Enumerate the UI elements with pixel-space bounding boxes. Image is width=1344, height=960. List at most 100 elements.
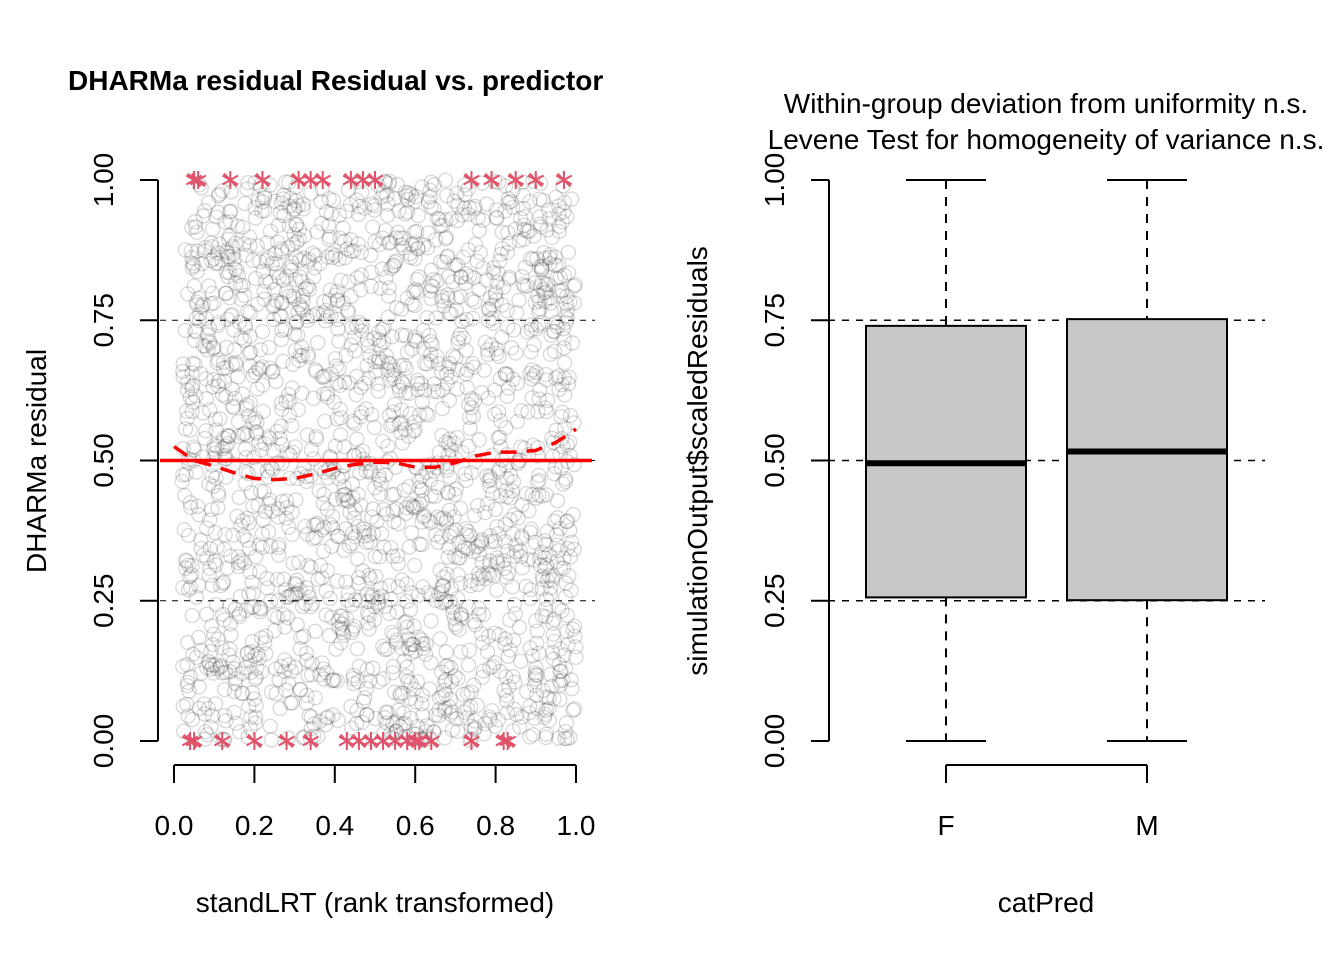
scatter-point: [398, 188, 414, 204]
scatter-point: [484, 297, 501, 313]
scatter-point: [241, 540, 258, 556]
scatter-point: [425, 278, 441, 295]
scatter-point: [335, 627, 352, 644]
scatter-point: [346, 618, 362, 634]
scatter-point: [218, 713, 234, 729]
scatter-point: [461, 268, 478, 284]
scatter-point: [291, 231, 307, 247]
scatter-point: [325, 192, 342, 209]
scatter-point: [303, 666, 320, 683]
scatter-point: [352, 465, 368, 481]
y-tick-label: 0.00: [759, 714, 790, 769]
scatter-point: [386, 257, 402, 273]
scatter-point: [361, 607, 378, 623]
scatter-point: [200, 700, 216, 717]
scatter-point: [523, 371, 540, 387]
scatter-point: [414, 536, 430, 553]
scatter-point: [325, 707, 341, 723]
scatter-point: [534, 488, 550, 504]
scatter-point: [449, 381, 465, 397]
scatter-point: [545, 651, 562, 667]
scatter-point: [308, 517, 325, 533]
scatter-point: [438, 231, 454, 247]
scatter-point: [547, 257, 564, 273]
scatter-point: [181, 683, 197, 699]
scatter-point: [292, 269, 308, 285]
scatter-point: [445, 599, 461, 615]
scatter-point: [336, 374, 353, 390]
scatter-point: [522, 640, 538, 656]
scatter-point: [388, 634, 405, 651]
scatter-point: [335, 295, 352, 311]
scatter-point: [310, 334, 326, 351]
scatter-point: [201, 567, 217, 583]
scatter-point: [277, 619, 293, 635]
scatter-point: [266, 281, 283, 298]
scatter-point: [466, 507, 483, 524]
scatter-point: [407, 193, 423, 209]
scatter-point: [222, 203, 238, 220]
smooth-curve: [172, 427, 577, 482]
scatter-point: [447, 522, 464, 538]
outlier-marker-stroke: [279, 733, 294, 749]
scatter-point: [291, 352, 307, 369]
scatter-point: [524, 486, 541, 503]
scatter-point: [529, 474, 546, 490]
scatter-point: [209, 355, 226, 371]
scatter-point: [205, 379, 221, 395]
scatter-point: [263, 684, 280, 700]
scatter-point: [368, 568, 384, 585]
scatter-point: [511, 232, 527, 249]
scatter-point: [288, 179, 304, 195]
scatter-point: [212, 411, 228, 427]
scatter-point: [184, 558, 200, 574]
scatter-point: [234, 685, 250, 701]
scatter-point: [316, 671, 332, 687]
scatter-point: [396, 614, 412, 631]
scatter-point: [403, 186, 419, 203]
scatter-point: [294, 347, 311, 364]
scatter-point: [566, 618, 583, 634]
scatter-point: [505, 182, 521, 198]
scatter-point: [175, 363, 191, 380]
scatter-point: [281, 218, 297, 234]
scatter-point: [559, 513, 576, 530]
scatter-point: [273, 658, 289, 675]
left-y-axis-title: DHARMa residual: [21, 349, 52, 573]
scatter-point: [560, 244, 577, 261]
scatter-point: [544, 678, 560, 694]
scatter-point: [344, 596, 360, 613]
scatter-point: [458, 472, 474, 489]
scatter-point: [536, 285, 552, 302]
scatter-point: [560, 636, 576, 653]
scatter-point: [429, 210, 446, 227]
scatter-point: [400, 191, 416, 208]
scatter-point: [531, 391, 547, 407]
scatter-point: [185, 646, 201, 662]
scatter-point: [552, 560, 569, 576]
scatter-point: [499, 704, 516, 721]
scatter-point: [389, 177, 405, 193]
scatter-point: [222, 597, 238, 614]
scatter-point: [465, 310, 481, 326]
scatter-point: [359, 605, 376, 621]
scatter-point: [490, 265, 507, 281]
scatter-point: [476, 726, 492, 742]
scatter-point: [406, 618, 422, 634]
scatter-point: [443, 306, 459, 322]
scatter-point: [475, 606, 492, 623]
scatter-point: [560, 540, 576, 557]
scatter-point: [398, 505, 414, 522]
scatter-point: [210, 255, 226, 272]
outlier-markers: [181, 171, 573, 750]
scatter-point: [242, 328, 258, 344]
scatter-point: [226, 251, 243, 267]
scatter-point: [422, 283, 438, 299]
scatter-point: [268, 373, 284, 390]
scatter-point: [230, 558, 247, 575]
scatter-point: [549, 537, 565, 553]
scatter-point: [319, 389, 336, 405]
scatter-point: [240, 408, 257, 424]
scatter-point: [388, 632, 405, 648]
scatter-point: [221, 265, 238, 281]
